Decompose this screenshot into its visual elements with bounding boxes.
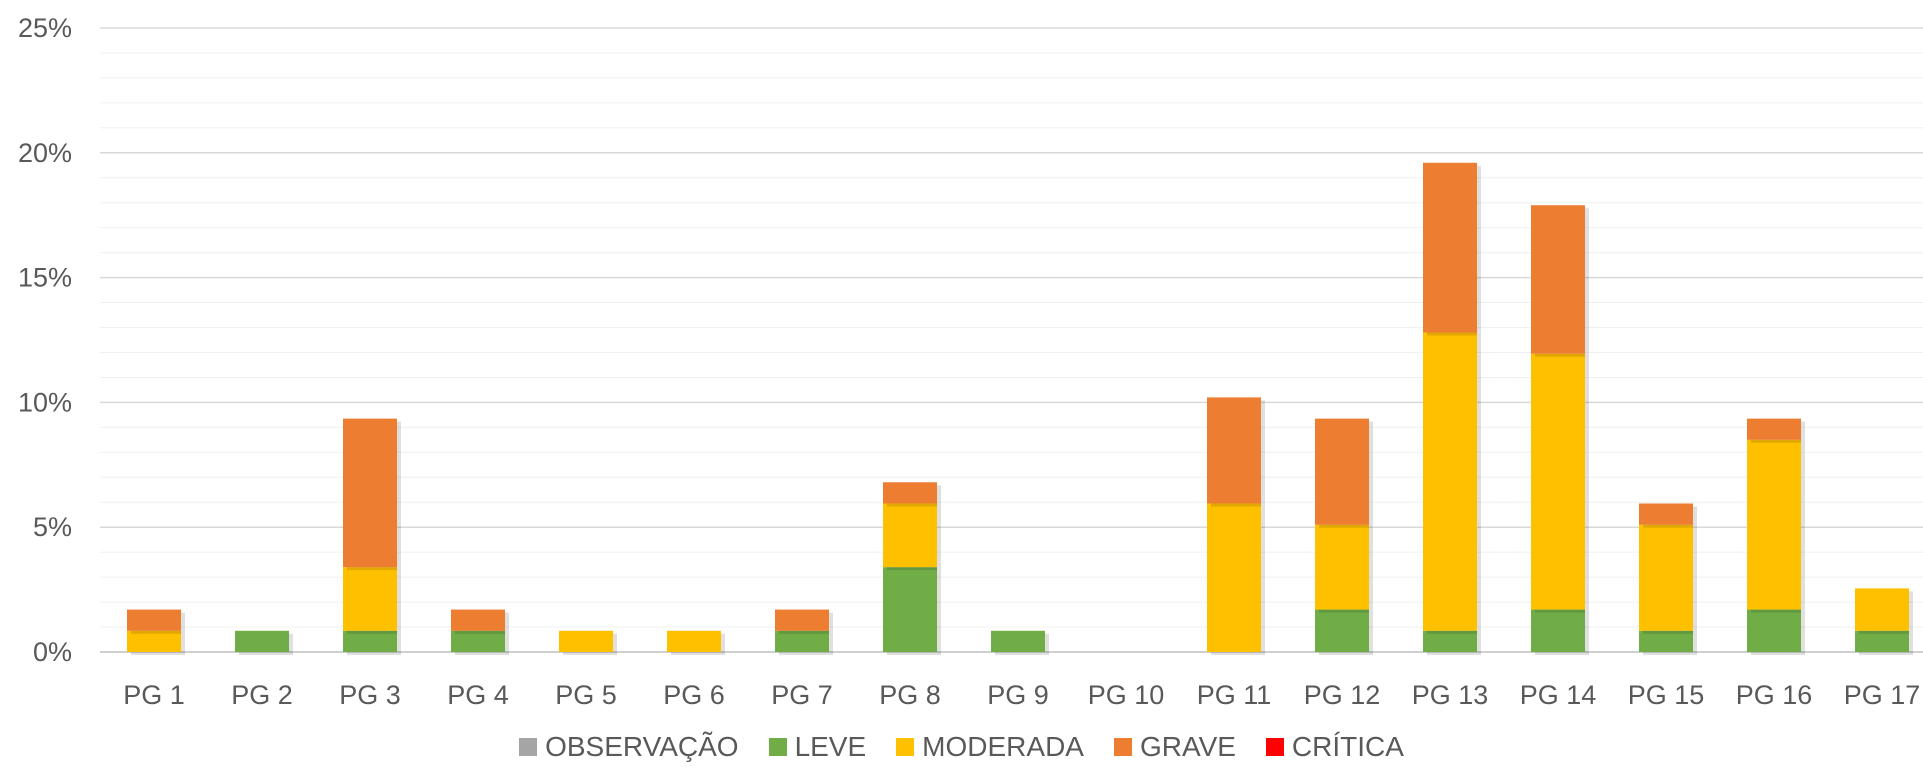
bar-stack bbox=[1531, 205, 1589, 655]
bar-stack bbox=[667, 630, 725, 655]
bar-segment bbox=[883, 503, 937, 568]
y-tick-label: 0% bbox=[33, 637, 72, 667]
legend-label: GRAVE bbox=[1139, 731, 1236, 762]
bar-segment bbox=[1207, 397, 1261, 504]
legend-item: GRAVE bbox=[1113, 731, 1236, 763]
bar-stack bbox=[991, 630, 1049, 655]
bar-segment bbox=[559, 630, 613, 652]
bar-segment bbox=[1531, 609, 1585, 652]
legend-label: CRÍTICA bbox=[1291, 731, 1404, 762]
x-tick-label: PG 9 bbox=[987, 680, 1049, 710]
bar-stack bbox=[559, 630, 617, 655]
y-tick-label: 25% bbox=[18, 13, 72, 43]
bar-segment bbox=[667, 630, 721, 652]
legend-swatch bbox=[1113, 738, 1132, 756]
bar-segment bbox=[1747, 609, 1801, 652]
bar-segment bbox=[1747, 418, 1801, 440]
x-tick-label: PG 10 bbox=[1088, 680, 1165, 710]
bar-stack bbox=[1855, 588, 1913, 655]
bar-segment bbox=[1639, 630, 1693, 652]
bar-stack bbox=[127, 609, 185, 655]
bar-segment bbox=[235, 630, 289, 652]
bar-segment bbox=[343, 630, 397, 652]
x-tick-label: PG 8 bbox=[879, 680, 941, 710]
x-tick-label: PG 6 bbox=[663, 680, 725, 710]
bar-segment bbox=[1315, 418, 1369, 525]
bar-segment bbox=[1315, 524, 1369, 610]
bar-segment bbox=[127, 630, 181, 652]
x-tick-label: PG 7 bbox=[771, 680, 833, 710]
x-tick-label: PG 11 bbox=[1197, 680, 1272, 710]
bar-segment bbox=[1639, 503, 1693, 525]
x-tick-label: PG 15 bbox=[1628, 680, 1705, 710]
bar-stack bbox=[451, 609, 509, 655]
bar-segment bbox=[883, 567, 937, 652]
bar-segment bbox=[775, 630, 829, 652]
bar-stack bbox=[1747, 418, 1805, 655]
bar-segment bbox=[1531, 353, 1585, 610]
bars bbox=[127, 162, 1913, 655]
legend-swatch bbox=[896, 738, 915, 756]
legend-item: LEVE bbox=[768, 731, 867, 763]
y-tick-label: 15% bbox=[18, 263, 72, 293]
bar-stack bbox=[1639, 503, 1697, 655]
x-tick-label: PG 12 bbox=[1304, 680, 1381, 710]
y-axis-ticks: 0% 5% 10% 15% 20% 25% bbox=[18, 13, 72, 667]
bar-segment bbox=[1207, 503, 1261, 652]
bar-segment bbox=[127, 609, 181, 631]
bar-stack bbox=[1423, 162, 1481, 655]
chart-legend: OBSERVAÇÃO LEVE MODERADA GRAVE CRÍTICA bbox=[0, 730, 1923, 764]
bar-stack bbox=[883, 482, 941, 655]
legend-label: OBSERVAÇÃO bbox=[545, 731, 739, 762]
x-tick-label: PG 16 bbox=[1736, 680, 1813, 710]
legend-label: LEVE bbox=[794, 731, 867, 762]
bar-segment bbox=[1639, 524, 1693, 631]
x-tick-label: PG 13 bbox=[1412, 680, 1489, 710]
x-tick-label: PG 1 bbox=[123, 680, 185, 710]
legend-swatch bbox=[768, 738, 787, 756]
bar-stack bbox=[235, 630, 293, 655]
bar-stack bbox=[775, 609, 833, 655]
grid-layer bbox=[100, 27, 1923, 653]
bar-segment bbox=[451, 630, 505, 652]
bar-stack bbox=[1207, 397, 1265, 655]
y-tick-label: 5% bbox=[33, 512, 72, 542]
bar-segment bbox=[1423, 162, 1477, 333]
x-tick-label: PG 17 bbox=[1844, 680, 1921, 710]
bar-segment bbox=[1423, 332, 1477, 631]
bar-segment bbox=[883, 482, 937, 504]
x-tick-label: PG 14 bbox=[1520, 680, 1597, 710]
legend-swatch bbox=[519, 738, 538, 756]
legend-item: MODERADA bbox=[896, 731, 1084, 763]
x-tick-label: PG 2 bbox=[231, 680, 293, 710]
bar-segment bbox=[1423, 630, 1477, 652]
x-axis-ticks: PG 1 PG 2 PG 3 PG 4 PG 5 PG 6 PG 7 PG 8 PG 9 PG 1… bbox=[123, 680, 1920, 710]
y-tick-label: 10% bbox=[18, 387, 72, 417]
bar-segment bbox=[451, 609, 505, 631]
y-tick-label: 20% bbox=[18, 138, 72, 168]
bar-segment bbox=[1855, 588, 1909, 631]
bar-segment bbox=[343, 418, 397, 568]
bar-segment bbox=[1531, 205, 1585, 354]
bar-segment bbox=[1315, 609, 1369, 652]
legend-label: MODERADA bbox=[922, 731, 1084, 762]
bar-segment bbox=[991, 630, 1045, 652]
x-tick-label: PG 5 bbox=[555, 680, 617, 710]
legend-item: CRÍTICA bbox=[1265, 731, 1404, 763]
bar-segment bbox=[1855, 630, 1909, 652]
x-tick-label: PG 3 bbox=[339, 680, 401, 710]
bar-stack bbox=[1315, 418, 1373, 655]
legend-swatch bbox=[1265, 738, 1284, 756]
bar-segment bbox=[775, 609, 829, 631]
bar-segment bbox=[343, 567, 397, 631]
x-tick-label: PG 4 bbox=[447, 680, 509, 710]
legend-item: OBSERVAÇÃO bbox=[519, 731, 739, 763]
bar-segment bbox=[1747, 439, 1801, 610]
bar-stack bbox=[343, 418, 401, 655]
